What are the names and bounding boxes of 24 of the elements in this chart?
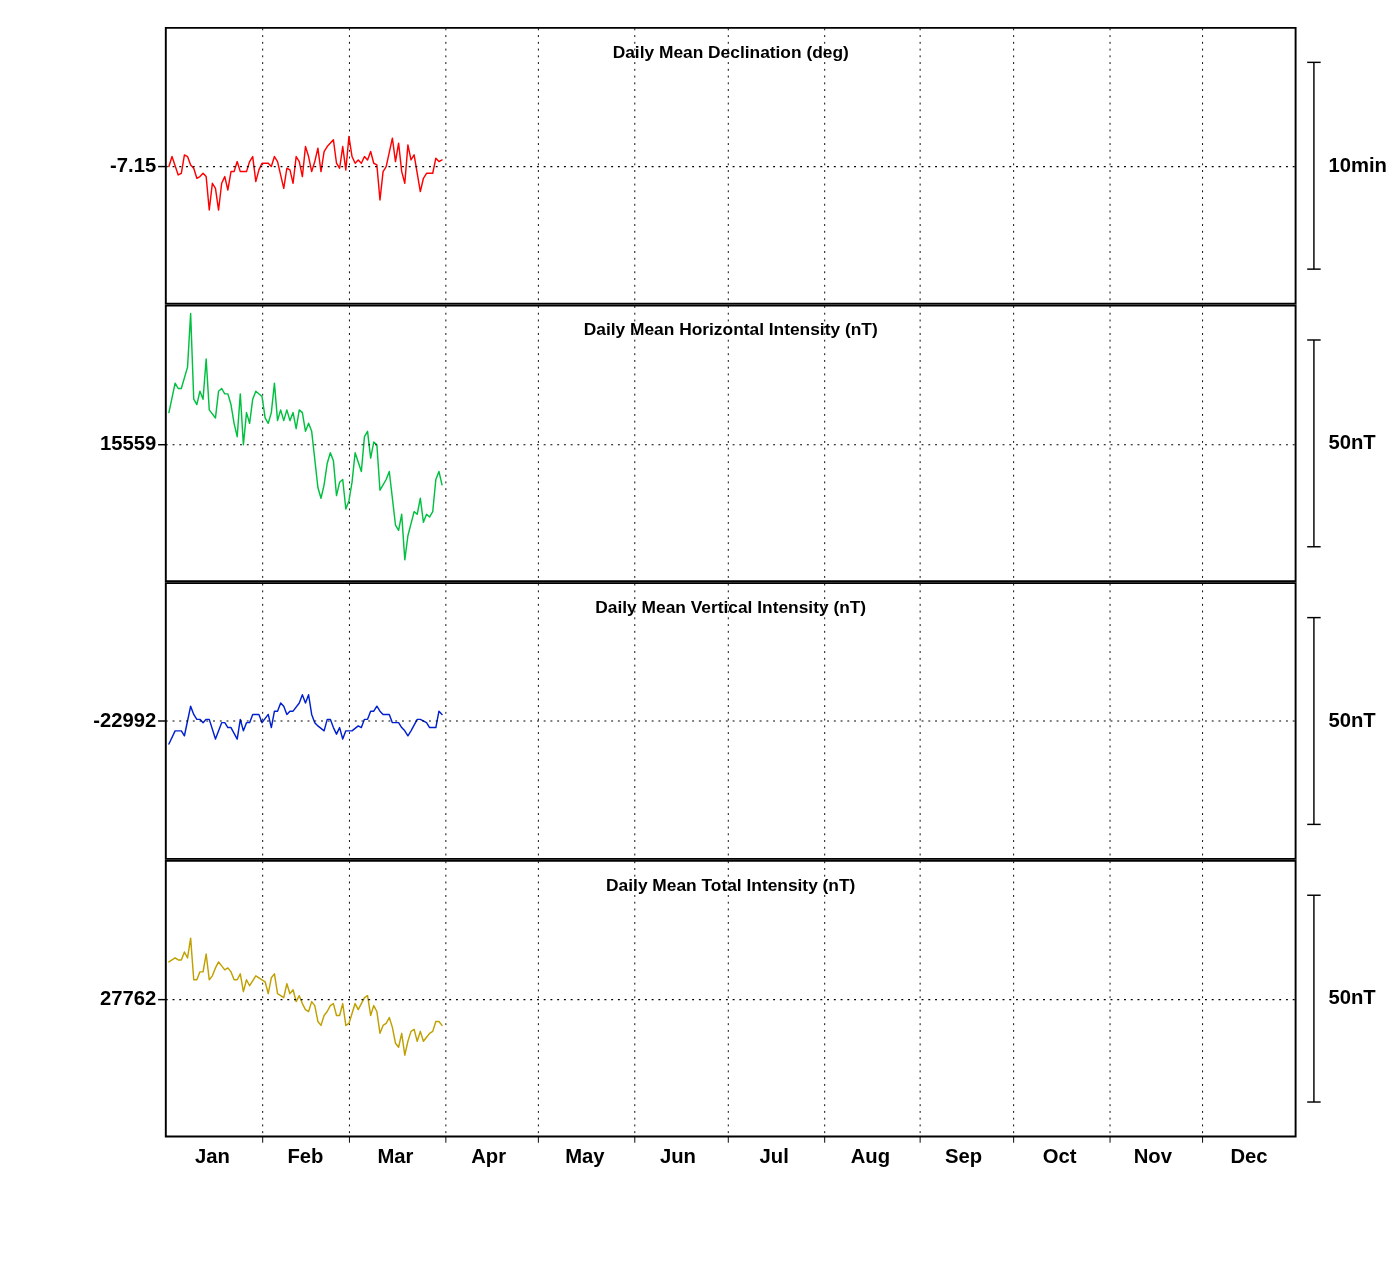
x-tick-label: Jun	[659, 1144, 696, 1167]
x-tick-label: Dec	[1230, 1144, 1268, 1167]
chart-title: Daily Mean Declination (deg)	[612, 41, 849, 62]
x-tick-label: Nov	[1133, 1144, 1173, 1167]
x-tick-label: Sep	[944, 1144, 983, 1167]
text: -7.15	[110, 154, 157, 177]
text: 10min	[1328, 153, 1387, 176]
text: 50nT	[1328, 708, 1377, 731]
text: 27762	[99, 987, 157, 1010]
x-tick-label: Apr	[471, 1144, 507, 1167]
x-tick-label: May	[565, 1144, 606, 1167]
text: 15559	[99, 432, 157, 455]
text: 50nT	[1328, 986, 1377, 1009]
chart-title: Daily Mean Vertical Intensity (nT)	[595, 597, 867, 618]
x-tick-label: Feb	[287, 1144, 324, 1167]
chart-title: Daily Mean Horizontal Intensity (nT)	[583, 319, 878, 340]
chart-title: Daily Mean Total Intensity (nT)	[606, 874, 856, 895]
x-tick-label: Jan	[194, 1144, 230, 1167]
text: -22992	[93, 708, 157, 731]
text: 50nT	[1328, 431, 1377, 454]
x-tick-label: Jul	[759, 1144, 789, 1167]
x-tick-label: Aug	[850, 1144, 891, 1167]
x-tick-label: Mar	[377, 1144, 414, 1167]
x-tick-label: Oct	[1042, 1144, 1077, 1167]
